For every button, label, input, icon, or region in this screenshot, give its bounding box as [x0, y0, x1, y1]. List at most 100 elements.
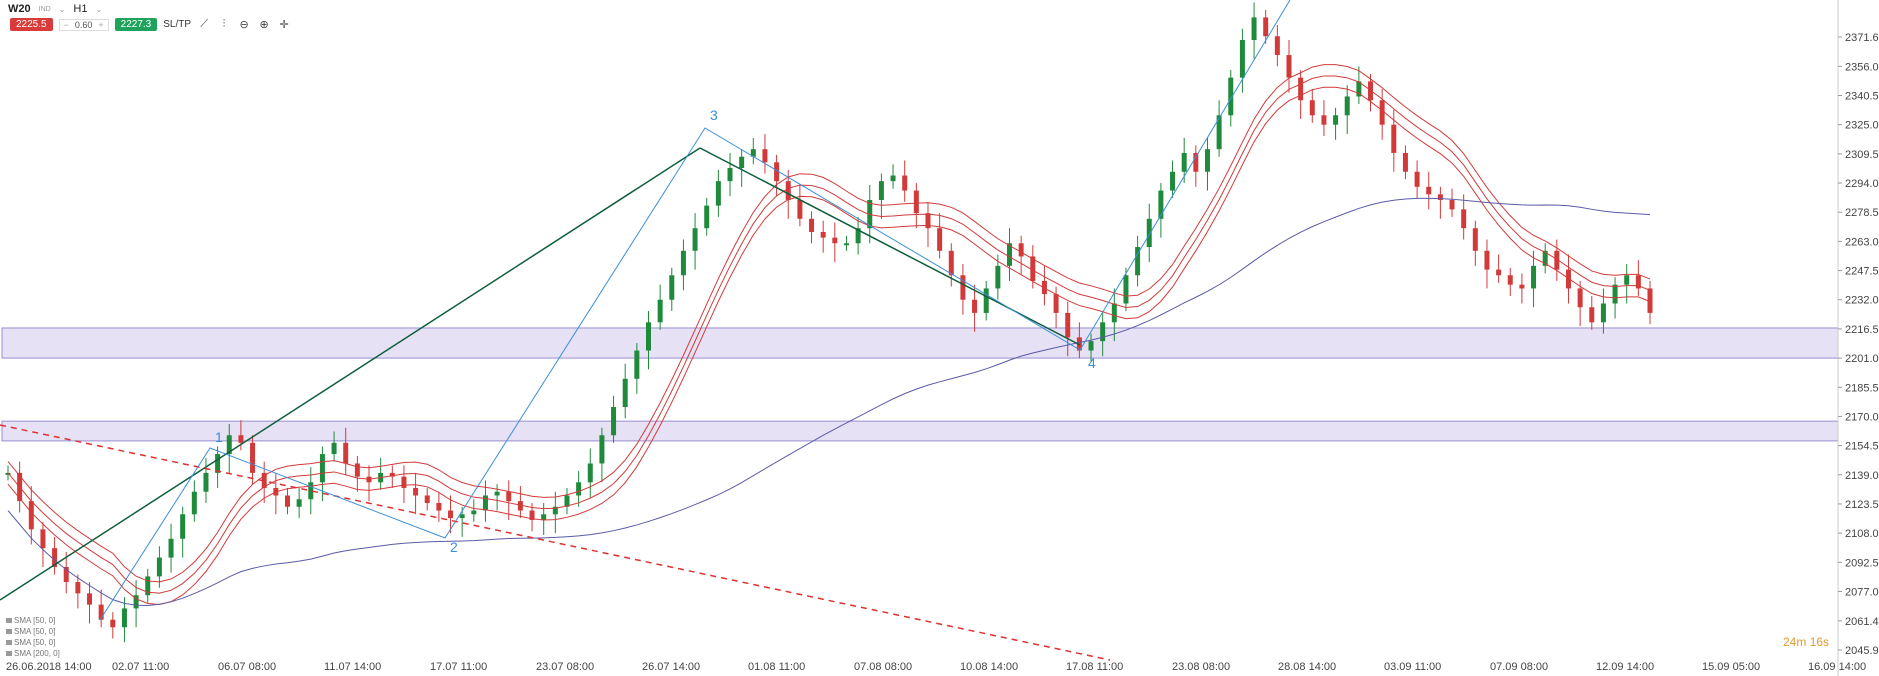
price-tick-label: 2170.0 [1845, 411, 1879, 423]
candle-body [1531, 265, 1537, 289]
candle-body [1356, 81, 1362, 97]
indicator-legend-item[interactable]: SMA [50, 0] [6, 638, 55, 647]
candle-body [1100, 322, 1106, 342]
candle-body [937, 228, 943, 251]
candle-body [354, 463, 360, 477]
zoom-in-icon[interactable]: ⊕ [259, 19, 269, 31]
candle-body [5, 472, 11, 475]
candle-body [52, 548, 58, 567]
candle-body [63, 566, 69, 583]
candle-body [1496, 269, 1502, 276]
candle-body [1600, 303, 1606, 323]
candle-body [762, 149, 768, 163]
candle-body [1274, 36, 1280, 56]
candle-body [890, 175, 896, 182]
candle-body [226, 435, 232, 455]
candle-body [87, 593, 93, 605]
indicator-legend-item[interactable]: SMA [50, 0] [6, 627, 55, 636]
indicator-legend-item[interactable]: SMA [50, 0] [6, 616, 55, 625]
candle-body [1053, 294, 1059, 313]
candle-body [576, 482, 582, 496]
candle-body [145, 576, 151, 596]
candle-body [1321, 115, 1327, 125]
zoom-out-icon[interactable]: ⊖ [239, 19, 249, 31]
candle-body [40, 529, 46, 549]
candle-body [1507, 275, 1513, 285]
time-tick-label: 26.07 14:00 [642, 661, 700, 673]
candle-body [1030, 256, 1036, 281]
line-chart-icon[interactable]: ⟋ [200, 18, 208, 30]
candle-body [389, 472, 395, 477]
symbol-name[interactable]: W20 [8, 3, 31, 15]
candle-body [1391, 124, 1397, 153]
candle-body [1402, 152, 1408, 172]
candle-body [121, 608, 127, 628]
indicators-icon[interactable]: ⫶ [222, 18, 226, 30]
candle-body [913, 190, 919, 214]
candle-body [250, 442, 256, 473]
indicator-settings-icon[interactable] [6, 640, 12, 645]
candle-body [203, 472, 209, 492]
candle-body [75, 582, 81, 594]
indicator-settings-icon[interactable] [6, 618, 12, 623]
candle-body [168, 538, 174, 558]
candle-body [1542, 250, 1548, 266]
time-tick-label: 07.09 08:00 [1490, 661, 1548, 673]
indicator-label: SMA [200, 0] [14, 649, 60, 658]
timeframe-selector[interactable]: H1 [73, 3, 88, 15]
candle-body [28, 501, 34, 530]
price-tick-label: 2139.0 [1845, 470, 1879, 482]
indicator-legend-item[interactable]: SMA [200, 0] [6, 649, 60, 658]
support-resistance-zone [1, 327, 1839, 359]
candle-body [599, 435, 605, 464]
buy-button[interactable]: 2227.3 [114, 18, 158, 31]
candle-body [436, 503, 442, 511]
indicator-settings-icon[interactable] [6, 651, 12, 656]
candle-body [995, 265, 1001, 289]
price-tick-label: 2092.5 [1845, 557, 1879, 569]
price-tick-label: 2263.0 [1845, 236, 1879, 248]
sell-button[interactable]: 2225.5 [10, 18, 53, 31]
candle-body [1263, 17, 1269, 37]
indicator-settings-icon[interactable] [6, 629, 12, 634]
candle-body [1484, 250, 1490, 270]
candle-body [960, 275, 966, 300]
quantity-value[interactable]: 0.60 [74, 19, 93, 30]
candle-body [1216, 115, 1222, 150]
candle-body [331, 442, 337, 455]
sltp-button[interactable]: SL/TP [163, 19, 192, 30]
candle-body [238, 435, 244, 443]
candle-body [319, 454, 325, 483]
time-tick-label: 07.08 08:00 [854, 661, 912, 673]
candle-body [110, 619, 116, 628]
time-tick-label: 06.07 08:00 [218, 661, 276, 673]
candle-body [1286, 55, 1292, 78]
candle-body [1449, 199, 1455, 210]
candle-body [611, 407, 617, 436]
candle-body [797, 199, 803, 219]
candle-body [1309, 100, 1315, 116]
quantity-stepper[interactable]: −0.60 + [58, 18, 109, 31]
sma-200-line [7, 197, 1651, 606]
candle-body [1554, 250, 1560, 270]
minus-icon[interactable]: − [63, 19, 69, 30]
plus-icon[interactable]: + [98, 19, 104, 30]
price-tick-label: 2340.5 [1845, 91, 1879, 103]
symbol-dropdown-icon[interactable]: ⌄ [58, 4, 66, 14]
trend-line [0, 147, 701, 601]
crosshair-icon[interactable]: ✛ [279, 19, 289, 31]
candle-body [296, 499, 302, 507]
candle-body [1088, 341, 1094, 351]
candle-body [750, 149, 756, 157]
time-tick-label: 17.07 11:00 [430, 661, 487, 673]
price-tick-label: 2371.6 [1845, 32, 1879, 44]
timeframe-dropdown-icon[interactable]: ⌄ [95, 4, 103, 14]
candle-body [669, 275, 675, 300]
candle-body [1344, 96, 1350, 116]
candle-body [634, 350, 640, 379]
time-tick-label: 23.08 08:00 [1172, 661, 1230, 673]
price-tick-label: 2061.4 [1845, 616, 1879, 628]
candle-body [1251, 17, 1257, 40]
dashed-trend-line [0, 424, 1111, 661]
